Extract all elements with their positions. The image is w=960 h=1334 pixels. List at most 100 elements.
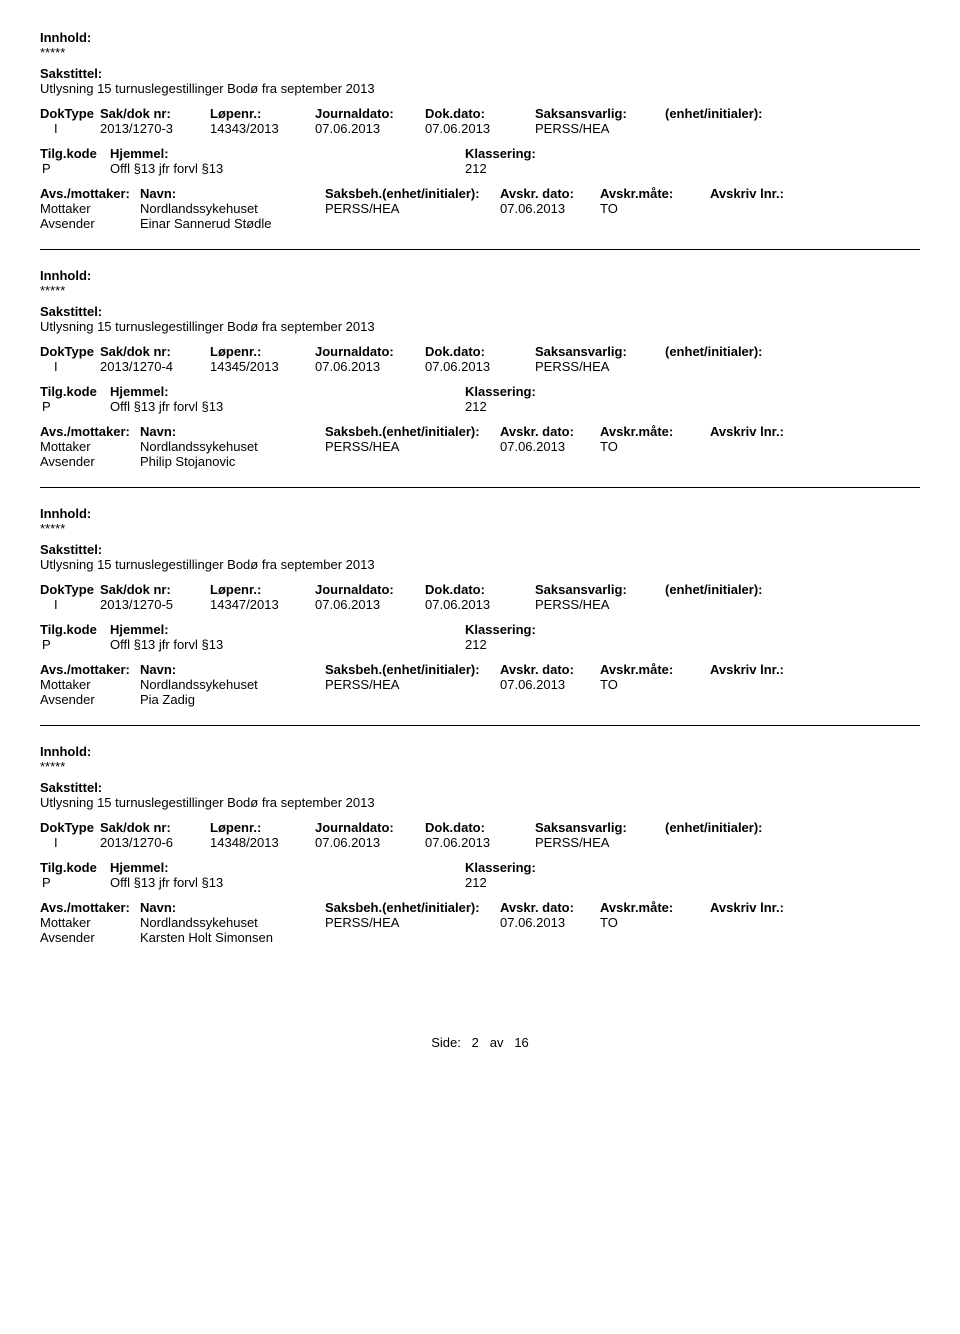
- journaldato-label: Journaldato:: [315, 344, 425, 359]
- meta-value-row: I 2013/1270-5 14347/2013 07.06.2013 07.0…: [40, 597, 920, 612]
- dokdato-value: 07.06.2013: [425, 835, 535, 850]
- hjemmel-value-row: P Offl §13 jfr forvl §13 212: [40, 637, 920, 652]
- mottaker-row: Mottaker Nordlandssykehuset PERSS/HEA 07…: [40, 677, 920, 692]
- sakdok-value: 2013/1270-6: [100, 835, 210, 850]
- avsmot-label: Avs./mottaker:: [40, 186, 140, 201]
- journal-record: Innhold: ***** Sakstittel: Utlysning 15 …: [40, 30, 920, 231]
- tilgkode-label: Tilg.kode: [40, 146, 110, 161]
- klassering-value: 212: [465, 875, 487, 890]
- dokdato-label: Dok.dato:: [425, 106, 535, 121]
- hjemmel-value: Offl §13 jfr forvl §13: [110, 399, 465, 414]
- avsender-row: Avsender Einar Sannerud Stødle: [40, 216, 920, 231]
- avsmot-label: Avs./mottaker:: [40, 662, 140, 677]
- hjemmel-value-row: P Offl §13 jfr forvl §13 212: [40, 875, 920, 890]
- saksansvarlig-value: PERSS/HEA: [535, 597, 665, 612]
- innhold-value: *****: [40, 45, 920, 60]
- avsender-navn: Karsten Holt Simonsen: [140, 930, 273, 945]
- saksansvarlig-label: Saksansvarlig:: [535, 582, 665, 597]
- avskrivlnr-label: Avskriv lnr.:: [710, 662, 784, 677]
- avsmot-header-row: Avs./mottaker: Navn: Saksbeh.(enhet/init…: [40, 186, 920, 201]
- sakdok-value: 2013/1270-4: [100, 359, 210, 374]
- avsender-label: Avsender: [40, 454, 140, 469]
- journal-record: Innhold: ***** Sakstittel: Utlysning 15 …: [40, 744, 920, 945]
- hjemmel-value: Offl §13 jfr forvl §13: [110, 637, 465, 652]
- mottaker-navn: Nordlandssykehuset: [140, 439, 325, 454]
- doktype-value: I: [40, 835, 100, 850]
- avsmot-header-row: Avs./mottaker: Navn: Saksbeh.(enhet/init…: [40, 424, 920, 439]
- meta-header-row: DokType Sak/dok nr: Løpenr.: Journaldato…: [40, 820, 920, 835]
- mottaker-navn: Nordlandssykehuset: [140, 915, 325, 930]
- mottaker-navn: Nordlandssykehuset: [140, 677, 325, 692]
- sakstittel-label: Sakstittel:: [40, 780, 920, 795]
- journal-record: Innhold: ***** Sakstittel: Utlysning 15 …: [40, 506, 920, 707]
- footer-av: av: [490, 1035, 504, 1050]
- doktype-label: DokType: [40, 820, 100, 835]
- avsender-row: Avsender Philip Stojanovic: [40, 454, 920, 469]
- avskrdato-value: 07.06.2013: [500, 915, 600, 930]
- sakdok-label: Sak/dok nr:: [100, 106, 210, 121]
- mottaker-navn: Nordlandssykehuset: [140, 201, 325, 216]
- record-divider: [40, 487, 920, 488]
- klassering-value: 212: [465, 161, 487, 176]
- enhet-label: (enhet/initialer):: [665, 582, 763, 597]
- saksbeh-value: PERSS/HEA: [325, 201, 500, 216]
- avsender-navn: Pia Zadig: [140, 692, 195, 707]
- sakstittel-value: Utlysning 15 turnuslegestillinger Bodø f…: [40, 557, 920, 572]
- avsender-label: Avsender: [40, 930, 140, 945]
- journaldato-label: Journaldato:: [315, 820, 425, 835]
- journal-record: Innhold: ***** Sakstittel: Utlysning 15 …: [40, 268, 920, 469]
- mottaker-label: Mottaker: [40, 915, 140, 930]
- avskrdato-value: 07.06.2013: [500, 677, 600, 692]
- dokdato-value: 07.06.2013: [425, 597, 535, 612]
- hjemmel-value: Offl §13 jfr forvl §13: [110, 875, 465, 890]
- hjemmel-header-row: Tilg.kode Hjemmel: Klassering:: [40, 622, 920, 637]
- klassering-label: Klassering:: [465, 622, 536, 637]
- doktype-label: DokType: [40, 344, 100, 359]
- lopenr-label: Løpenr.:: [210, 106, 315, 121]
- avsmot-header-row: Avs./mottaker: Navn: Saksbeh.(enhet/init…: [40, 662, 920, 677]
- saksansvarlig-value: PERSS/HEA: [535, 835, 665, 850]
- mottaker-row: Mottaker Nordlandssykehuset PERSS/HEA 07…: [40, 439, 920, 454]
- avskrmate-label: Avskr.måte:: [600, 424, 710, 439]
- meta-value-row: I 2013/1270-6 14348/2013 07.06.2013 07.0…: [40, 835, 920, 850]
- lopenr-label: Løpenr.:: [210, 582, 315, 597]
- hjemmel-header-row: Tilg.kode Hjemmel: Klassering:: [40, 860, 920, 875]
- sakdok-label: Sak/dok nr:: [100, 820, 210, 835]
- hjemmel-value: Offl §13 jfr forvl §13: [110, 161, 465, 176]
- sakdok-label: Sak/dok nr:: [100, 582, 210, 597]
- footer-side-label: Side:: [431, 1035, 461, 1050]
- avskrmate-value: TO: [600, 677, 710, 692]
- innhold-label: Innhold:: [40, 506, 920, 521]
- journaldato-label: Journaldato:: [315, 582, 425, 597]
- avskrmate-value: TO: [600, 439, 710, 454]
- lopenr-label: Løpenr.:: [210, 820, 315, 835]
- avskrivlnr-label: Avskriv lnr.:: [710, 424, 784, 439]
- mottaker-label: Mottaker: [40, 439, 140, 454]
- saksbeh-label: Saksbeh.(enhet/initialer):: [325, 900, 500, 915]
- klassering-value: 212: [465, 637, 487, 652]
- dokdato-label: Dok.dato:: [425, 820, 535, 835]
- sakdok-value: 2013/1270-5: [100, 597, 210, 612]
- meta-header-row: DokType Sak/dok nr: Løpenr.: Journaldato…: [40, 106, 920, 121]
- tilgkode-value: P: [40, 875, 110, 890]
- lopenr-value: 14347/2013: [210, 597, 315, 612]
- enhet-label: (enhet/initialer):: [665, 344, 763, 359]
- saksansvarlig-value: PERSS/HEA: [535, 121, 665, 136]
- lopenr-value: 14343/2013: [210, 121, 315, 136]
- dokdato-value: 07.06.2013: [425, 359, 535, 374]
- innhold-value: *****: [40, 521, 920, 536]
- saksbeh-value: PERSS/HEA: [325, 677, 500, 692]
- hjemmel-value-row: P Offl §13 jfr forvl §13 212: [40, 399, 920, 414]
- avsmot-header-row: Avs./mottaker: Navn: Saksbeh.(enhet/init…: [40, 900, 920, 915]
- saksansvarlig-label: Saksansvarlig:: [535, 344, 665, 359]
- saksansvarlig-value: PERSS/HEA: [535, 359, 665, 374]
- record-divider: [40, 249, 920, 250]
- sakstittel-label: Sakstittel:: [40, 542, 920, 557]
- footer-page: 2: [472, 1035, 479, 1050]
- enhet-label: (enhet/initialer):: [665, 106, 763, 121]
- meta-value-row: I 2013/1270-4 14345/2013 07.06.2013 07.0…: [40, 359, 920, 374]
- lopenr-value: 14348/2013: [210, 835, 315, 850]
- avskrmate-value: TO: [600, 201, 710, 216]
- navn-label: Navn:: [140, 424, 325, 439]
- meta-value-row: I 2013/1270-3 14343/2013 07.06.2013 07.0…: [40, 121, 920, 136]
